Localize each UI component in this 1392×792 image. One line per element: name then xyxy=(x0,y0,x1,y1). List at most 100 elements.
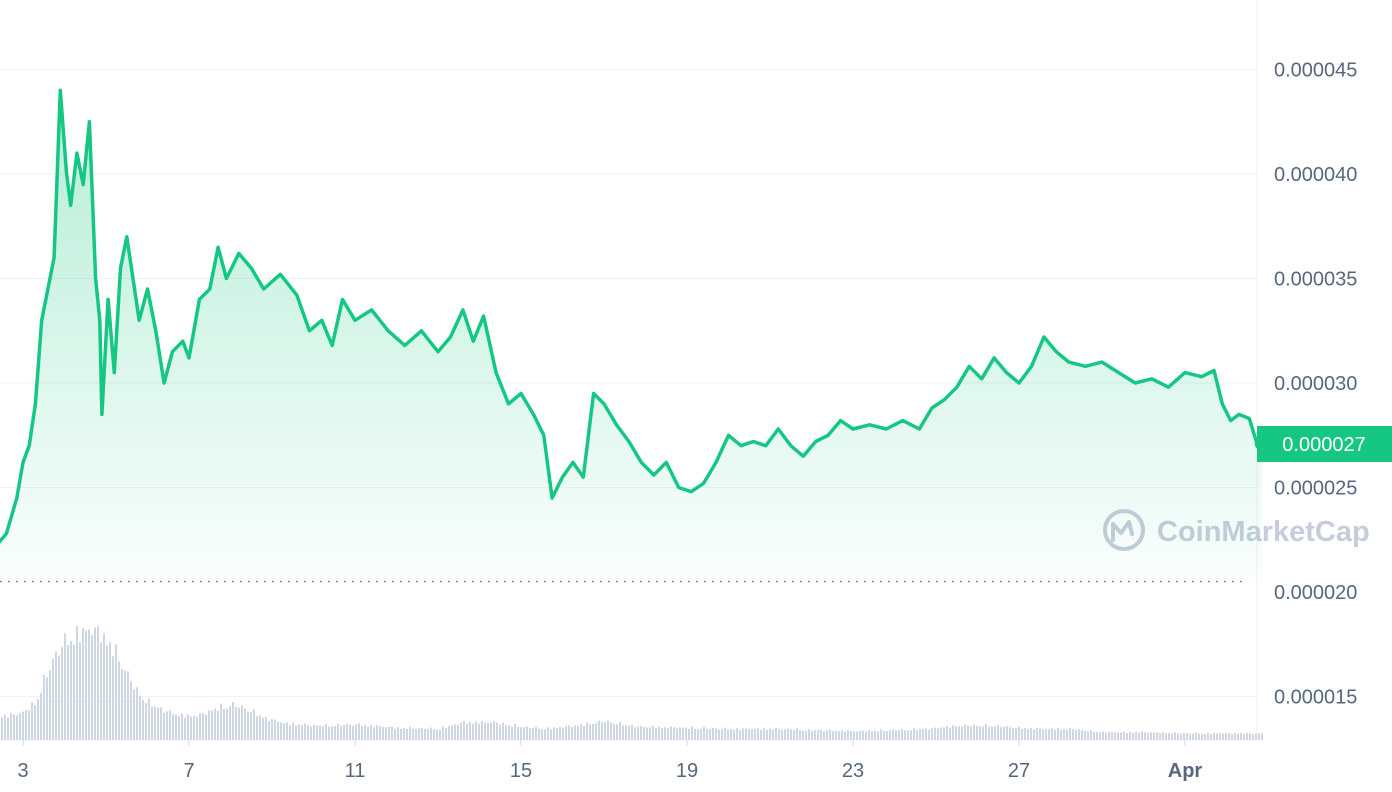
volume-bar xyxy=(181,713,183,740)
volume-bar xyxy=(127,671,129,740)
volume-bar xyxy=(1105,732,1107,740)
volume-bar xyxy=(601,721,603,740)
volume-bar xyxy=(655,728,657,740)
volume-bar xyxy=(730,729,732,740)
volume-bar xyxy=(1003,726,1005,740)
volume-bar xyxy=(115,644,117,740)
volume-bar xyxy=(1189,733,1191,740)
volume-bar xyxy=(679,727,681,740)
volume-bar xyxy=(829,729,831,740)
volume-bar xyxy=(61,647,63,740)
volume-bar xyxy=(751,729,753,740)
volume-bar xyxy=(718,729,720,740)
volume-bar xyxy=(1138,732,1140,740)
y-tick-label: 0.000015 xyxy=(1274,687,1357,709)
volume-bar xyxy=(940,727,942,740)
volume-bar xyxy=(199,713,201,740)
volume-bar xyxy=(1129,732,1131,740)
volume-bar xyxy=(205,714,207,740)
volume-bar xyxy=(316,725,318,740)
volume-bar xyxy=(265,716,267,740)
volume-bar xyxy=(46,677,48,740)
volume-bar xyxy=(976,725,978,740)
volume-bar xyxy=(457,725,459,740)
volume-bar xyxy=(1081,730,1083,740)
volume-bar xyxy=(133,689,135,740)
volume-bar xyxy=(712,728,714,740)
volume-bar xyxy=(163,712,165,740)
x-tick-label: 27 xyxy=(1008,760,1030,782)
volume-bar xyxy=(1207,732,1209,740)
volume-bar xyxy=(262,717,264,740)
volume-bar xyxy=(637,726,639,740)
volume-bar xyxy=(1057,728,1059,740)
volume-bar xyxy=(295,725,297,740)
volume-bar xyxy=(676,728,678,740)
volume-bar xyxy=(1117,732,1119,740)
y-tick-label: 0.000045 xyxy=(1274,60,1357,82)
volume-bar xyxy=(700,728,702,740)
volume-bar xyxy=(1132,732,1134,740)
volume-bar xyxy=(1177,733,1179,740)
volume-bar xyxy=(370,724,372,740)
volume-bar xyxy=(373,727,375,740)
x-tick-label: 3 xyxy=(17,760,28,782)
volume-bar xyxy=(796,728,798,740)
volume-bar xyxy=(322,726,324,740)
volume-bar xyxy=(808,728,810,740)
volume-bar xyxy=(208,710,210,740)
volume-bar xyxy=(586,722,588,740)
volume-bar xyxy=(400,728,402,740)
volume-bar xyxy=(328,726,330,740)
volume-bar xyxy=(1252,733,1254,740)
volume-bar xyxy=(778,729,780,740)
volume-bar xyxy=(1126,732,1128,740)
volume-bar xyxy=(766,729,768,740)
volume-bar xyxy=(253,709,255,740)
volume-bar xyxy=(355,724,357,740)
volume-bar xyxy=(823,731,825,740)
volume-bars xyxy=(1,625,1263,740)
volume-bar xyxy=(772,729,774,740)
volume-bar xyxy=(454,724,456,740)
volume-bar xyxy=(433,729,435,740)
volume-bar xyxy=(103,633,105,740)
volume-bar xyxy=(868,730,870,740)
volume-bar xyxy=(442,726,444,740)
volume-bar xyxy=(55,651,57,740)
volume-bar xyxy=(1258,733,1260,740)
volume-bar xyxy=(1135,732,1137,740)
volume-bar xyxy=(517,726,519,740)
volume-bar xyxy=(211,710,213,740)
volume-bar xyxy=(157,707,159,740)
volume-bar xyxy=(16,715,18,740)
volume-bar xyxy=(142,699,144,740)
volume-bar xyxy=(64,633,66,740)
volume-bar xyxy=(1183,733,1185,740)
volume-bar xyxy=(490,722,492,740)
volume-bar xyxy=(841,730,843,740)
volume-bar xyxy=(91,635,93,740)
volume-bar xyxy=(394,728,396,740)
volume-bar xyxy=(460,722,462,740)
volume-bar xyxy=(37,699,39,740)
volume-bar xyxy=(418,728,420,740)
volume-bar xyxy=(250,712,252,740)
x-tick-label: 15 xyxy=(510,760,532,782)
volume-bar xyxy=(910,730,912,740)
volume-bar xyxy=(589,724,591,740)
volume-bar xyxy=(67,645,69,740)
volume-bar xyxy=(193,715,195,740)
x-tick-label: Apr xyxy=(1168,760,1203,782)
volume-bar xyxy=(724,727,726,740)
volume-bar xyxy=(502,722,504,740)
volume-bar xyxy=(982,726,984,740)
volume-bar xyxy=(1012,728,1014,740)
volume-bar xyxy=(1087,731,1089,740)
volume-bar xyxy=(301,725,303,740)
volume-bar xyxy=(664,727,666,740)
volume-bar xyxy=(1099,732,1101,740)
volume-bar xyxy=(820,730,822,740)
volume-bar xyxy=(1021,729,1023,740)
volume-bar xyxy=(568,725,570,740)
